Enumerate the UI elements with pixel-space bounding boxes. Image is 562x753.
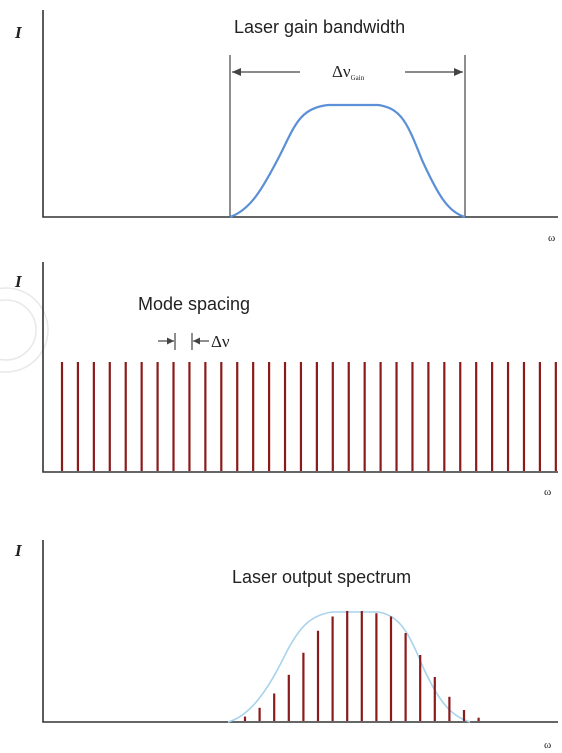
panel1-x-label: ω <box>548 232 555 244</box>
panel3-title: Laser output spectrum <box>232 567 411 587</box>
panel1-y-label: I <box>14 23 23 42</box>
panel2-title: Mode spacing <box>138 294 250 314</box>
bandwidth-label-sub: Gain <box>351 74 365 82</box>
bandwidth-arrowhead-left <box>232 68 241 76</box>
mode-spacing-indicator <box>158 333 209 350</box>
bandwidth-arrowhead-right <box>454 68 463 76</box>
spacing-arrowhead-right <box>193 337 200 345</box>
panel3-y-label: I <box>14 541 23 560</box>
panel1-title: Laser gain bandwidth <box>234 17 405 37</box>
mode-comb <box>60 362 557 471</box>
panel1-axes <box>42 10 558 218</box>
bandwidth-label: ΔνGain <box>332 62 365 82</box>
output-modes <box>243 611 480 721</box>
panel2-x-label: ω <box>544 486 551 498</box>
watermark-arcs <box>0 287 49 373</box>
bandwidth-label-main: Δν <box>332 62 351 81</box>
panel-gain-bandwidth: I ω Laser gain bandwidth ΔνGain <box>14 10 558 244</box>
gain-curve <box>229 103 466 219</box>
panel2-axes <box>42 262 558 473</box>
spacing-arrowhead-left <box>167 337 174 345</box>
spacing-label: Δν <box>211 332 230 351</box>
panel3-x-label: ω <box>544 739 551 751</box>
panel3-axes <box>42 540 558 723</box>
panel-output-spectrum: I ω Laser output spectrum <box>14 540 558 751</box>
panel2-y-label: I <box>14 272 23 291</box>
panel-mode-spacing: I ω Mode spacing Δν <box>14 262 558 498</box>
